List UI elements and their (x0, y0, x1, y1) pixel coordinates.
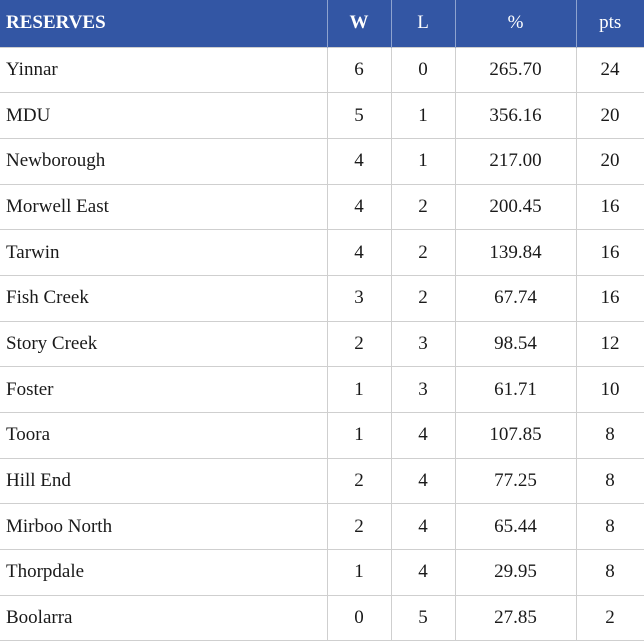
losses-cell: 4 (390, 549, 455, 596)
points-cell: 16 (575, 183, 644, 230)
header-percentage: % (454, 0, 576, 47)
wins-cell: 5 (326, 92, 391, 139)
header-team: RESERVES (0, 0, 327, 47)
losses-cell: 1 (390, 92, 455, 139)
percentage-cell: 200.45 (454, 183, 576, 230)
team-cell: Mirboo North (0, 503, 327, 550)
losses-cell: 2 (390, 183, 455, 230)
team-cell: Boolarra (0, 594, 327, 641)
losses-cell: 0 (390, 46, 455, 93)
losses-cell: 5 (390, 594, 455, 641)
team-cell: MDU (0, 92, 327, 139)
team-cell: Thorpdale (0, 549, 327, 596)
wins-cell: 3 (326, 274, 391, 322)
table-row: Newborough 4 1 217.00 20 (0, 137, 644, 185)
table-row: Thorpdale 1 4 29.95 8 (0, 549, 644, 596)
percentage-cell: 65.44 (454, 503, 576, 550)
table-row: Morwell East 4 2 200.45 16 (0, 183, 644, 230)
header-wins: W (326, 0, 391, 47)
points-cell: 20 (575, 137, 644, 185)
header-points: pts (575, 0, 644, 47)
team-cell: Morwell East (0, 183, 327, 230)
wins-cell: 2 (326, 503, 391, 550)
table-row: MDU 5 1 356.16 20 (0, 92, 644, 139)
points-cell: 8 (575, 549, 644, 596)
percentage-cell: 77.25 (454, 457, 576, 504)
percentage-cell: 29.95 (454, 549, 576, 596)
points-cell: 8 (575, 503, 644, 550)
points-cell: 10 (575, 366, 644, 413)
header-losses: L (390, 0, 455, 47)
percentage-cell: 217.00 (454, 137, 576, 185)
losses-cell: 4 (390, 457, 455, 504)
table-row: Boolarra 0 5 27.85 2 (0, 594, 644, 641)
percentage-cell: 98.54 (454, 320, 576, 367)
losses-cell: 1 (390, 137, 455, 185)
losses-cell: 2 (390, 274, 455, 322)
team-cell: Story Creek (0, 320, 327, 367)
points-cell: 8 (575, 412, 644, 459)
wins-cell: 2 (326, 320, 391, 367)
wins-cell: 4 (326, 137, 391, 185)
team-cell: Foster (0, 366, 327, 413)
points-cell: 8 (575, 457, 644, 504)
team-cell: Yinnar (0, 46, 327, 93)
wins-cell: 2 (326, 457, 391, 504)
percentage-cell: 356.16 (454, 92, 576, 139)
ladder-body: Yinnar 6 0 265.70 24 MDU 5 1 356.16 20 Newborough 4… (0, 46, 644, 641)
team-cell: Hill End (0, 457, 327, 504)
table-row: Mirboo North 2 4 65.44 8 (0, 503, 644, 550)
losses-cell: 4 (390, 412, 455, 459)
table-row: Hill End 2 4 77.25 8 (0, 457, 644, 504)
points-cell: 16 (575, 274, 644, 322)
table-row: Yinnar 6 0 265.70 24 (0, 46, 644, 93)
percentage-cell: 139.84 (454, 229, 576, 276)
percentage-cell: 67.74 (454, 274, 576, 322)
team-cell: Fish Creek (0, 274, 327, 322)
losses-cell: 3 (390, 366, 455, 413)
wins-cell: 1 (326, 366, 391, 413)
wins-cell: 1 (326, 549, 391, 596)
wins-cell: 4 (326, 229, 391, 276)
team-cell: Toora (0, 412, 327, 459)
team-cell: Tarwin (0, 229, 327, 276)
points-cell: 12 (575, 320, 644, 367)
wins-cell: 6 (326, 46, 391, 93)
header-row: RESERVES W L % pts (0, 0, 644, 47)
team-cell: Newborough (0, 137, 327, 185)
table-row: Foster 1 3 61.71 10 (0, 366, 644, 413)
points-cell: 2 (575, 594, 644, 641)
points-cell: 24 (575, 46, 644, 93)
wins-cell: 4 (326, 183, 391, 230)
wins-cell: 1 (326, 412, 391, 459)
table-row: Story Creek 2 3 98.54 12 (0, 320, 644, 367)
wins-cell: 0 (326, 594, 391, 641)
losses-cell: 4 (390, 503, 455, 550)
percentage-cell: 107.85 (454, 412, 576, 459)
losses-cell: 3 (390, 320, 455, 367)
table-row: Tarwin 4 2 139.84 16 (0, 229, 644, 276)
percentage-cell: 61.71 (454, 366, 576, 413)
table-row: Fish Creek 3 2 67.74 16 (0, 274, 644, 322)
percentage-cell: 27.85 (454, 594, 576, 641)
points-cell: 20 (575, 92, 644, 139)
points-cell: 16 (575, 229, 644, 276)
losses-cell: 2 (390, 229, 455, 276)
table-row: Toora 1 4 107.85 8 (0, 412, 644, 459)
percentage-cell: 265.70 (454, 46, 576, 93)
